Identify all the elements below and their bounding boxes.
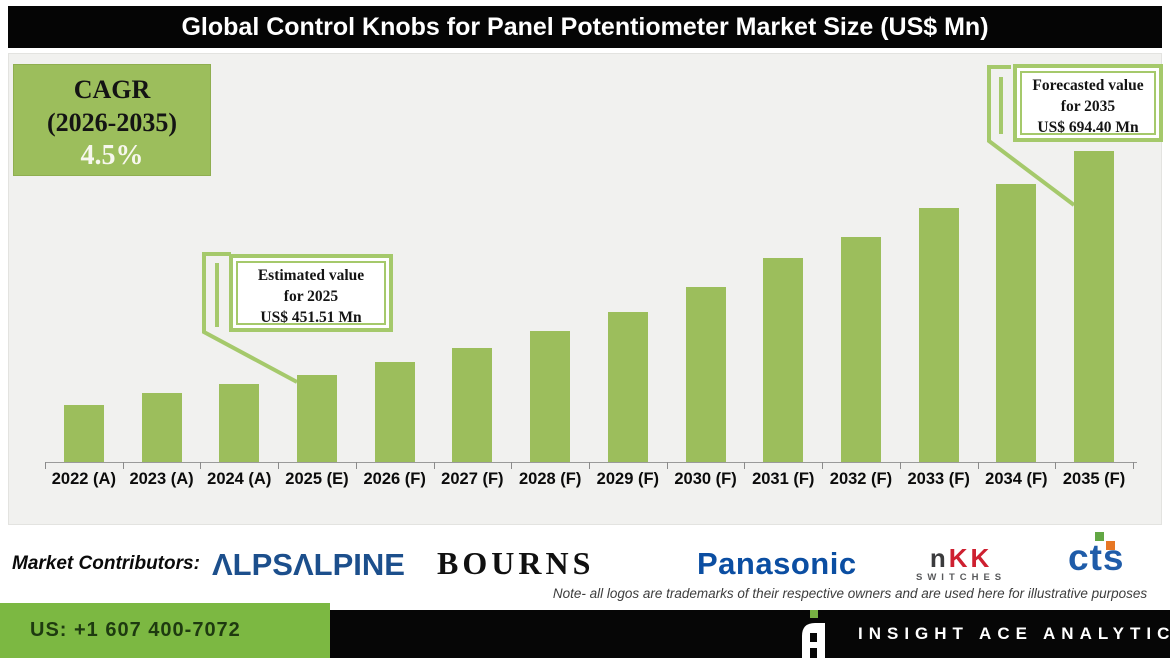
x-axis-tick (666, 462, 668, 469)
x-axis-tick (589, 462, 590, 469)
x-axis-tick (45, 462, 46, 469)
brand-name: INSIGHT ACE ANALYTIC (858, 624, 1170, 643)
cts-green-square-icon (1095, 532, 1104, 541)
estimated-line2: for 2025 (283, 288, 339, 305)
bar-2027 (452, 348, 493, 462)
x-axis-label-2022: 2022 (A) (51, 470, 116, 488)
plot-area: CAGR (2026-2035) 4.5% Estimated value fo… (8, 53, 1163, 525)
nkk-letter-n: n (929, 543, 949, 573)
cagr-value: 4.5% (80, 140, 144, 171)
estimated-line3: US$ 451.51 Mn (260, 309, 362, 326)
bar-2035 (1074, 151, 1115, 462)
market-contributors-label: Market Contributors: (12, 553, 200, 574)
x-axis-tick (278, 462, 280, 469)
x-axis-label-2032: 2032 (F) (829, 470, 893, 488)
bar-2026 (374, 362, 415, 462)
cagr-period: (2026-2035) (47, 108, 177, 137)
cagr-box: CAGR (2026-2035) 4.5% (13, 64, 211, 176)
bar-2030 (685, 287, 726, 462)
trademark-note: Note- all logos are trademarks of their … (552, 586, 1148, 601)
x-axis-label-2024: 2024 (A) (207, 470, 272, 488)
x-axis-label-2033: 2033 (F) (907, 470, 970, 488)
bar-2032 (841, 237, 881, 462)
x-axis-label-2031: 2031 (F) (752, 470, 815, 488)
x-axis-line (45, 462, 1137, 463)
forecasted-value-callout: Forecasted value for 2035 US$ 694.40 Mn (1013, 64, 1163, 142)
x-axis-label-2030: 2030 (F) (674, 470, 737, 488)
bar-2028 (530, 331, 571, 462)
x-axis-label-2023: 2023 (A) (129, 470, 194, 488)
bourns-logo: BOURNS (437, 545, 595, 581)
nkk-wordmark: nKK (916, 545, 1006, 571)
x-axis-tick (511, 462, 513, 469)
x-axis-tick (200, 462, 202, 469)
phone-number: US: +1 607 400-7072 (30, 619, 241, 641)
x-axis-tick (1132, 462, 1134, 469)
forecasted-line3: US$ 694.40 Mn (1037, 119, 1139, 136)
bar-2034 (996, 184, 1037, 462)
bar-2023 (141, 393, 182, 462)
market-contributors-row: Market Contributors: ΛLPSΛLPINE BOURNS P… (0, 525, 1170, 610)
x-axis-tick (122, 462, 124, 469)
alps-alpine-logo: ΛLPSΛLPINE (212, 547, 405, 582)
x-axis-label-2027: 2027 (F) (441, 470, 504, 488)
page-title: Global Control Knobs for Panel Potentiom… (8, 6, 1162, 48)
bar-2022 (63, 405, 104, 462)
forecasted-line2: for 2035 (1060, 98, 1116, 115)
cts-logo: cts (1068, 532, 1125, 579)
bar-2024 (219, 384, 260, 462)
x-axis-label-2026: 2026 (F) (363, 470, 426, 488)
bar-2029 (607, 312, 648, 462)
x-axis-label-2025: 2025 (E) (285, 470, 349, 488)
bar-2025 (297, 375, 337, 462)
x-axis-tick (977, 462, 979, 469)
panasonic-logo: Panasonic (697, 546, 857, 581)
bar-2033 (918, 208, 959, 462)
x-axis-tick (1055, 462, 1057, 469)
phone-box: US: +1 607 400-7072 (0, 603, 330, 658)
cts-orange-square-icon (1106, 541, 1115, 550)
cagr-title: CAGR (73, 75, 151, 104)
bar-2031 (763, 258, 804, 462)
x-axis-tick (822, 462, 824, 469)
x-axis-tick (355, 462, 357, 469)
cts-wordmark: cts (1068, 537, 1125, 578)
x-axis-label-2028: 2028 (F) (518, 470, 582, 488)
x-axis-tick (433, 462, 435, 469)
insight-ace-logo-icon (802, 610, 825, 658)
x-axis-tick (744, 462, 746, 469)
estimated-value-callout: Estimated value for 2025 US$ 451.51 Mn (229, 254, 393, 332)
nkk-switches-logo: nKK SWITCHES (916, 545, 1006, 583)
x-axis-tick (899, 462, 901, 469)
x-axis-label-2029: 2029 (F) (596, 470, 660, 488)
forecasted-line1: Forecasted value (1032, 77, 1144, 94)
x-axis-label-2034: 2034 (F) (985, 470, 1048, 488)
x-axis-label-2035: 2035 (F) (1062, 470, 1126, 488)
nkk-letters-kk: KK (948, 543, 993, 573)
nkk-switches-subtext: SWITCHES (916, 572, 1007, 583)
estimated-line1: Estimated value (257, 267, 365, 284)
